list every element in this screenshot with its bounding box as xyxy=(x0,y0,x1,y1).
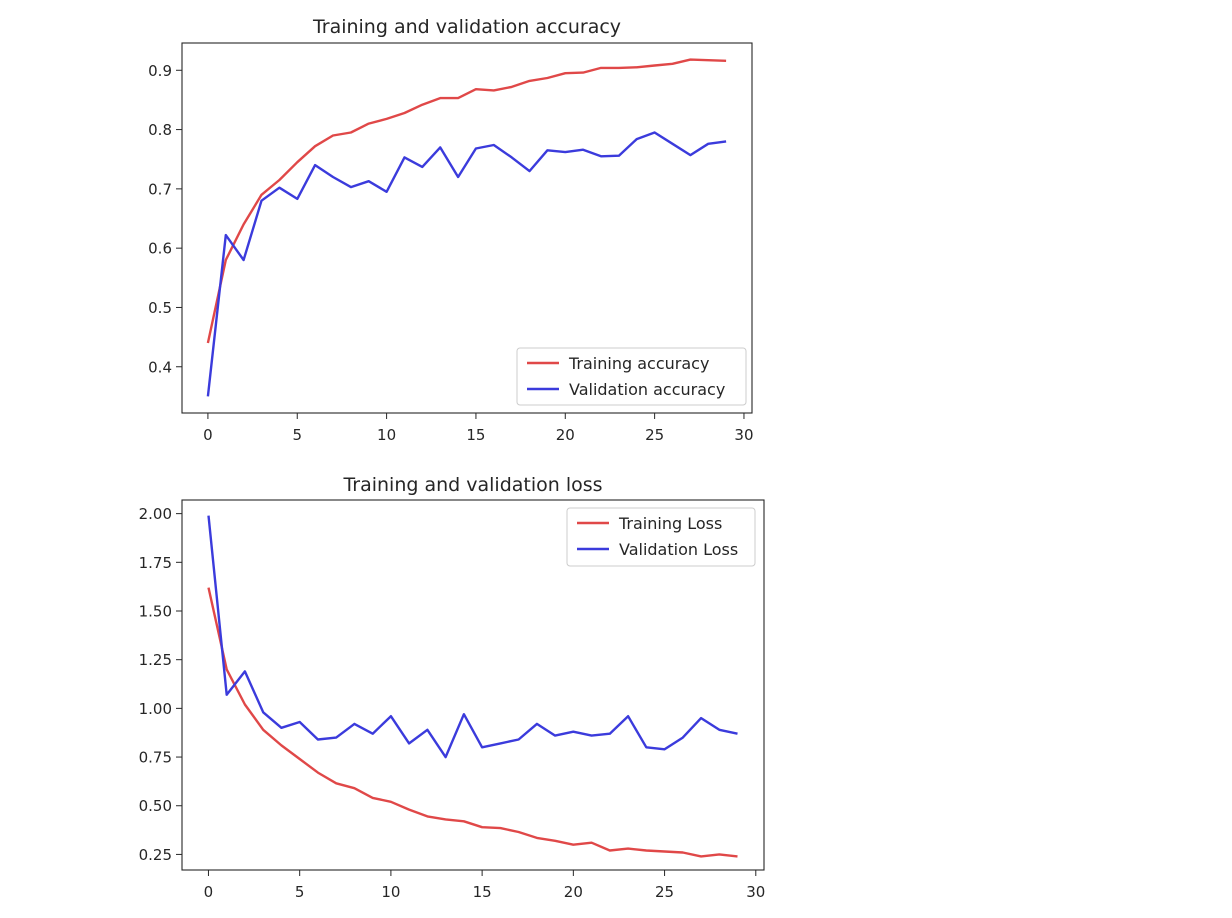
y-tick-label: 0.9 xyxy=(148,62,172,80)
y-tick-label: 2.00 xyxy=(139,505,172,523)
x-tick-label: 15 xyxy=(473,883,492,901)
legend-label: Validation Loss xyxy=(619,540,738,559)
y-tick-label: 1.00 xyxy=(139,700,172,718)
x-tick-label: 10 xyxy=(377,426,396,444)
y-tick-label: 0.6 xyxy=(148,240,172,258)
legend: Training Loss Validation Loss xyxy=(567,508,755,566)
y-tick-label: 0.75 xyxy=(139,749,172,767)
y-tick-label: 1.25 xyxy=(139,651,172,669)
x-tick-label: 0 xyxy=(204,883,214,901)
chart-1: Training and validation accuracy 0.4 0.5 0.… xyxy=(148,16,753,444)
legend-label: Validation accuracy xyxy=(569,380,725,399)
x-tick-label: 20 xyxy=(556,426,575,444)
y-tick-label: 0.8 xyxy=(148,121,172,139)
chart-title: Training and validation accuracy xyxy=(312,16,621,38)
x-tick-label: 5 xyxy=(292,426,302,444)
chart-title: Training and validation loss xyxy=(342,474,602,496)
x-tick-label: 5 xyxy=(295,883,305,901)
x-tick-label: 25 xyxy=(655,883,674,901)
x-tick-label: 30 xyxy=(746,883,765,901)
y-tick-label: 1.50 xyxy=(139,603,172,621)
legend-label: Training accuracy xyxy=(568,354,709,373)
legend: Training accuracy Validation accuracy xyxy=(517,348,746,405)
y-tick-label: 0.7 xyxy=(148,180,172,198)
y-tick-label: 0.25 xyxy=(139,846,172,864)
x-tick-label: 0 xyxy=(203,426,213,444)
chart-2: Training and validation loss 0.25 0.50 0.75… xyxy=(139,474,766,901)
x-tick-label: 10 xyxy=(381,883,400,901)
x-tick-label: 30 xyxy=(734,426,753,444)
y-tick-label: 0.50 xyxy=(139,797,172,815)
y-tick-label: 0.4 xyxy=(148,358,172,376)
x-tick-label: 25 xyxy=(645,426,664,444)
legend-label: Training Loss xyxy=(618,514,722,533)
x-tick-label: 20 xyxy=(564,883,583,901)
x-tick-label: 15 xyxy=(466,426,485,444)
y-tick-label: 1.75 xyxy=(139,554,172,572)
y-tick-label: 0.5 xyxy=(148,299,172,317)
